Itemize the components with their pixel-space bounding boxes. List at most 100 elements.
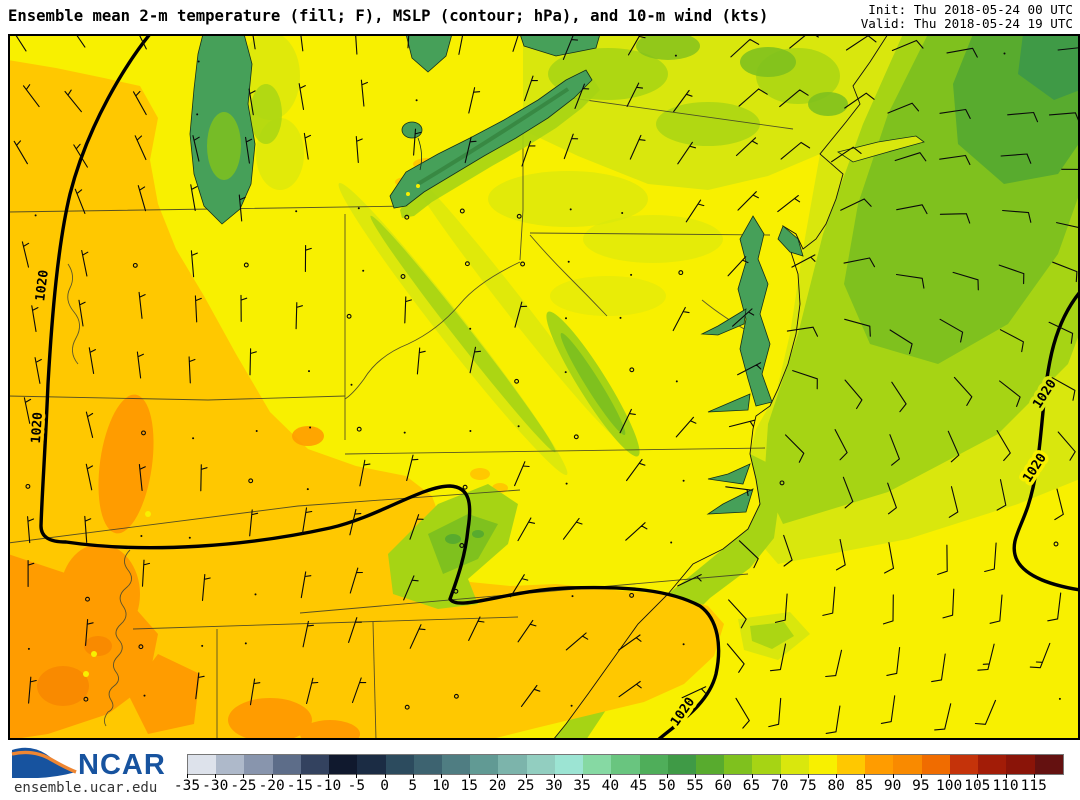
mslp-contour-layer <box>39 34 1080 740</box>
colorbar-tick <box>356 774 358 778</box>
ncar-logo: NCAR <box>11 747 166 780</box>
colorbar-cell <box>724 755 753 774</box>
colorbar-tick-label: 25 <box>516 778 535 794</box>
colorbar-tick <box>751 774 753 778</box>
state-borders-layer <box>8 95 794 740</box>
colorbar-cell <box>695 755 725 774</box>
colorbar-tick <box>892 774 894 778</box>
colorbar-tick <box>666 774 668 778</box>
contour-label: 1020 <box>29 411 46 443</box>
colorbar-tick-label: 90 <box>883 778 902 794</box>
colorbar-cell <box>188 755 217 774</box>
colorbar-tick <box>412 774 414 778</box>
colorbar-cell <box>978 755 1007 774</box>
colorbar-cell <box>357 755 386 774</box>
coastline <box>552 34 889 740</box>
colorbar-tick-label: 30 <box>545 778 563 794</box>
colorbar-tick-label: 50 <box>658 778 676 794</box>
colorbar-tick-label: 35 <box>573 778 591 794</box>
colorbar-cell <box>837 755 866 774</box>
colorbar-tick <box>553 774 555 778</box>
colorbar-tick-label: 65 <box>742 778 761 794</box>
colorbar-ticks <box>187 774 1062 779</box>
colorbar-tick-label: 40 <box>601 778 620 794</box>
colorbar-tick-label: 70 <box>771 778 789 794</box>
colorbar-tick <box>215 774 217 778</box>
colorbar-tick-label: 20 <box>488 778 507 794</box>
colorbar-tick-label: 75 <box>799 778 817 794</box>
colorbar-cell <box>554 755 584 774</box>
colorbar-cell <box>300 755 330 774</box>
colorbar-tick-label: -20 <box>258 778 285 794</box>
colorbar-tick-label: -30 <box>202 778 229 794</box>
colorbar-cell <box>865 755 894 774</box>
colorbar-cell <box>413 755 442 774</box>
colorbar-tick <box>187 774 188 778</box>
weather-map: 1020 1020 1020 1020 1020 <box>8 34 1080 740</box>
colorbar-tick-label: 45 <box>629 778 648 794</box>
valid-time: Valid: Thu 2018-05-24 19 UTC <box>860 16 1073 31</box>
colorbar-tick <box>977 774 979 778</box>
colorbar-tick <box>469 774 471 778</box>
colorbar-tick <box>610 774 612 778</box>
colorbar-tick <box>949 774 951 778</box>
colorbar-cell <box>639 755 668 774</box>
wind-barbs <box>13 34 1080 734</box>
colorbar-tick <box>299 774 301 778</box>
colorbar-tick <box>807 774 809 778</box>
colorbar-tick-label: -25 <box>230 778 257 794</box>
colorbar-cell <box>385 755 414 774</box>
colorbar-tick <box>243 774 245 778</box>
colorbar-tick <box>779 774 781 778</box>
colorbar-tick <box>638 774 640 778</box>
colorbar-cell <box>244 755 273 774</box>
colorbar-cell <box>441 755 471 774</box>
colorbar-tick <box>836 774 838 778</box>
page-title: Ensemble mean 2-m temperature (fill; F),… <box>8 7 769 25</box>
colorbar-tick <box>384 774 386 778</box>
colorbar-tick <box>525 774 527 778</box>
colorbar-tick-label: 110 <box>992 778 1019 794</box>
colorbar-tick <box>864 774 866 778</box>
colorbar-tick-label: 15 <box>460 778 478 794</box>
colorbar-tick-label: 85 <box>855 778 874 794</box>
footer-bar: NCAR ensemble.ucar.edu -35 -30 -25 -20 -15 -1… <box>0 740 1080 800</box>
colorbar-cell <box>583 755 612 774</box>
map-frame <box>8 34 1080 740</box>
colorbar-cell <box>329 755 358 774</box>
colorbar-tick <box>723 774 725 778</box>
colorbar-cell <box>893 755 922 774</box>
lakes-layer <box>189 34 925 515</box>
colorbar-tick <box>1033 774 1035 778</box>
colorbar-tick-label: 115 <box>1020 778 1047 794</box>
run-times: Init: Thu 2018-05-24 00 UTC Valid: Thu 20… <box>861 3 1073 31</box>
colorbar-tick <box>1005 774 1007 778</box>
colorbar <box>187 754 1064 775</box>
colorbar-cell <box>526 755 555 774</box>
colorbar-tick-label: 60 <box>714 778 733 794</box>
colorbar-tick-label: 80 <box>827 778 845 794</box>
colorbar-cell <box>780 755 809 774</box>
colorbar-cell <box>1006 755 1035 774</box>
colorbar-tick <box>695 774 697 778</box>
colorbar-tick <box>582 774 584 778</box>
colorbar-labels: -35 -30 -25 -20 -15 -10 -5 0 5 10 15 20 25 30 35 40 45 50… <box>174 778 1080 796</box>
colorbar-cell <box>216 755 245 774</box>
colorbar-tick-label: 10 <box>432 778 450 794</box>
colorbar-tick-label: -10 <box>315 778 342 794</box>
colorbar-tick-label: 95 <box>912 778 930 794</box>
colorbar-tick-label: 100 <box>935 778 963 794</box>
colorbar-tick-label: -15 <box>286 778 313 794</box>
colorbar-tick <box>328 774 330 778</box>
colorbar-cell <box>808 755 838 774</box>
colorbar-tick <box>271 774 273 778</box>
colorbar-tick <box>920 774 922 778</box>
colorbar-cell <box>921 755 950 774</box>
header-bar: Ensemble mean 2-m temperature (fill; F),… <box>0 0 1080 34</box>
colorbar-cell <box>498 755 527 774</box>
site-url: ensemble.ucar.edu <box>14 780 158 796</box>
logo-wordmark: NCAR <box>78 749 166 780</box>
colorbar-tick-label: -5 <box>347 778 366 794</box>
colorbar-cell <box>470 755 499 774</box>
colorbar-cell <box>272 755 301 774</box>
